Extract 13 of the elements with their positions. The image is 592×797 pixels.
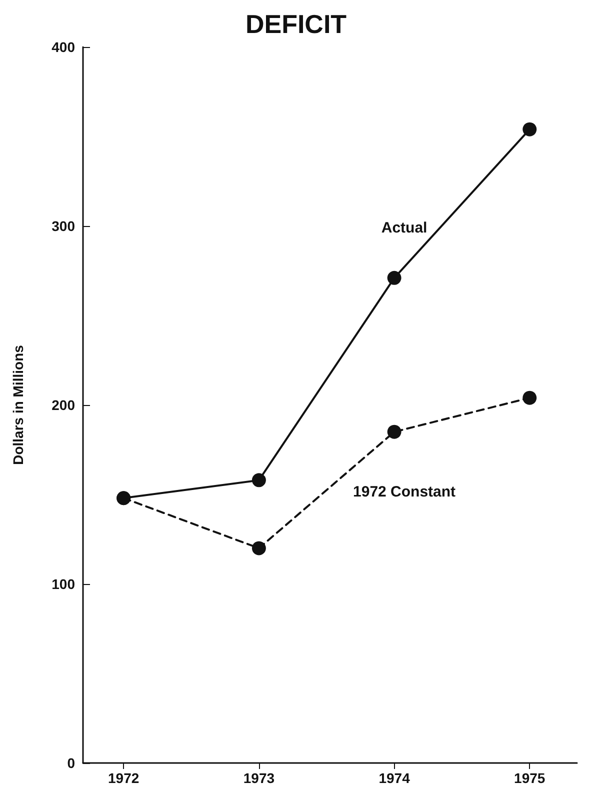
x-tick-label: 1975 [514,770,546,786]
y-tick-label: 300 [52,218,76,234]
y-tick-label: 200 [52,397,76,413]
y-tick-label: 400 [52,39,76,55]
series-label: 1972 Constant [353,483,456,500]
x-tick-label: 1973 [243,770,275,786]
y-tick-label: 0 [67,755,76,771]
x-tick-label: 1974 [378,770,410,786]
x-tick-label: 1972 [108,770,140,786]
chart-title: DEFICIT [245,9,347,39]
y-axis-title: Dollars in Millions [10,344,26,465]
series-label: Actual [381,219,428,236]
y-tick-label: 100 [52,576,76,592]
